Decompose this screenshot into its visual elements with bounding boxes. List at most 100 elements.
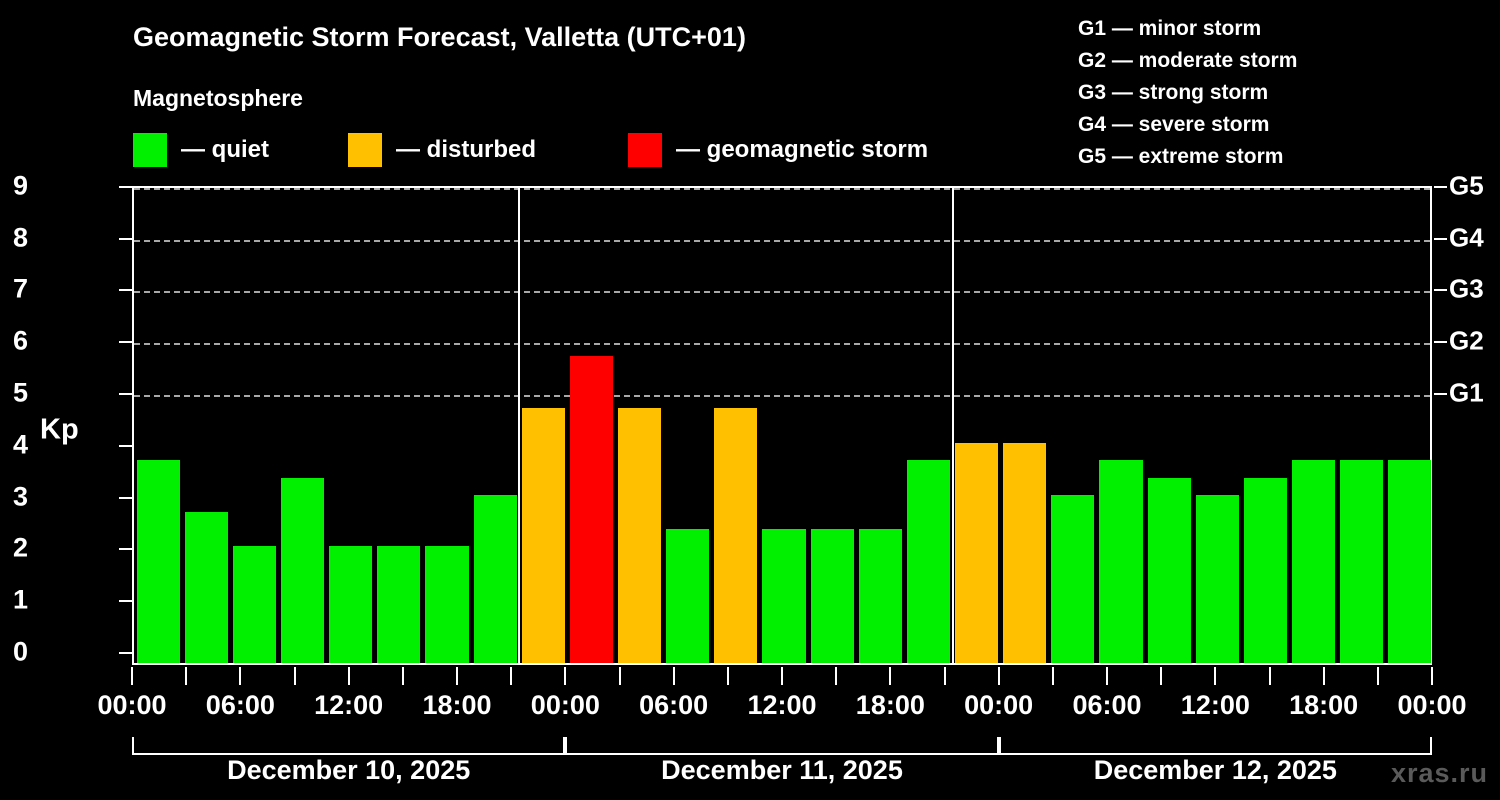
x-tick [781, 667, 783, 685]
x-tick [997, 667, 1000, 685]
x-tick [1106, 667, 1108, 685]
x-tick [618, 667, 621, 685]
x-tick-label: 00:00 [530, 690, 600, 720]
legend-swatch-geomagnetic-storm-icon [628, 133, 662, 167]
y-tick-label-3: 3 [12, 481, 28, 512]
y-tick-3 [119, 496, 132, 499]
x-tick [1268, 667, 1271, 685]
bar [521, 408, 565, 663]
x-tick [835, 667, 838, 685]
bar [1003, 442, 1047, 663]
storm-scale-row-3: G3 — strong storm [1078, 81, 1269, 104]
legend-swatch-disturbed-icon [348, 133, 382, 167]
bar [232, 546, 276, 663]
x-tick [564, 667, 567, 685]
day-label: December 12, 2025 [1093, 755, 1337, 785]
bar [569, 356, 613, 663]
y-axis-title: Kp [40, 413, 79, 446]
g-tick-G2 [1434, 341, 1447, 344]
x-tick [1051, 667, 1054, 685]
bar [425, 546, 469, 663]
gridline-kp-7 [134, 291, 1430, 294]
bar [666, 529, 710, 663]
bar [1340, 459, 1384, 663]
x-tick [347, 667, 350, 685]
bar [906, 459, 950, 663]
g-axis-label-G4: G4 [1449, 222, 1484, 253]
x-tick-label: 12:00 [747, 690, 817, 720]
x-tick-label: 12:00 [1180, 690, 1250, 720]
y-tick-1 [119, 600, 132, 603]
y-tick-label-0: 0 [12, 636, 28, 667]
day-separator [518, 188, 521, 663]
x-tick-label: 06:00 [639, 690, 709, 720]
bar [1195, 494, 1239, 663]
day-label: December 10, 2025 [227, 755, 471, 785]
legend-label: — quiet [181, 136, 269, 163]
x-tick-label: 18:00 [422, 690, 492, 720]
x-tick [726, 667, 729, 685]
watermark: xras.ru [1390, 758, 1488, 788]
bar [280, 477, 325, 663]
gridline-kp-9 [134, 187, 1430, 190]
x-tick [1376, 667, 1379, 685]
storm-scale-row-2: G2 — moderate storm [1078, 49, 1298, 72]
bracket-left-tick [132, 737, 134, 755]
x-tick-label: 06:00 [1072, 690, 1142, 720]
bar [1051, 494, 1095, 663]
y-tick-label-7: 7 [12, 273, 28, 304]
gridline-kp-8 [134, 239, 1430, 242]
bar [955, 442, 999, 663]
bar [617, 408, 662, 663]
bar [136, 459, 180, 663]
bracket-line [998, 753, 1432, 755]
bar [810, 529, 854, 663]
page-title: Geomagnetic Storm Forecast, Valletta (UT… [133, 22, 746, 52]
x-tick-label: 18:00 [855, 690, 925, 720]
g-axis-label-G3: G3 [1449, 273, 1484, 304]
storm-scale-row-4: G4 — severe storm [1078, 113, 1270, 136]
chart-subtitle: Magnetosphere [133, 85, 303, 111]
bar [1388, 459, 1432, 663]
x-tick [185, 667, 188, 685]
y-tick-label-6: 6 [12, 325, 28, 356]
y-tick-0 [119, 652, 132, 654]
x-tick-label: 00:00 [1397, 690, 1467, 720]
bar [1292, 459, 1336, 663]
x-tick [1431, 667, 1433, 685]
bracket-left-tick [565, 737, 568, 755]
x-tick [510, 667, 513, 685]
bracket-right-tick [996, 737, 999, 755]
g-tick-G4 [1434, 237, 1447, 240]
x-tick-label: 00:00 [964, 690, 1034, 720]
y-tick-2 [119, 548, 132, 551]
g-tick-G1 [1434, 393, 1447, 395]
day-bracket [998, 737, 1432, 755]
y-tick-label-1: 1 [12, 584, 28, 615]
x-tick-label: 00:00 [97, 690, 167, 720]
bar [377, 546, 421, 663]
y-tick-6 [119, 341, 132, 344]
x-tick [239, 667, 242, 685]
y-tick-label-2: 2 [12, 532, 28, 563]
g-axis-label-G5: G5 [1449, 170, 1484, 201]
x-tick [1214, 667, 1217, 685]
legend-item-disturbed: — disturbed [348, 133, 536, 167]
x-tick-label: 18:00 [1289, 690, 1359, 720]
day-label: December 11, 2025 [661, 755, 903, 785]
bar [858, 529, 902, 663]
y-tick-9 [119, 185, 132, 188]
y-tick-5 [119, 393, 132, 395]
y-tick-label-9: 9 [12, 170, 28, 201]
x-tick [943, 667, 946, 685]
g-tick-G5 [1434, 185, 1447, 188]
y-tick-8 [119, 237, 132, 240]
x-tick [889, 667, 892, 685]
storm-scale-row-1: G1 — minor storm [1078, 17, 1262, 40]
x-tick [401, 667, 404, 685]
y-tick-label-5: 5 [12, 377, 28, 408]
legend-label: — geomagnetic storm [676, 136, 929, 163]
bracket-right-tick [563, 737, 566, 755]
bracket-right-tick [1429, 737, 1432, 755]
